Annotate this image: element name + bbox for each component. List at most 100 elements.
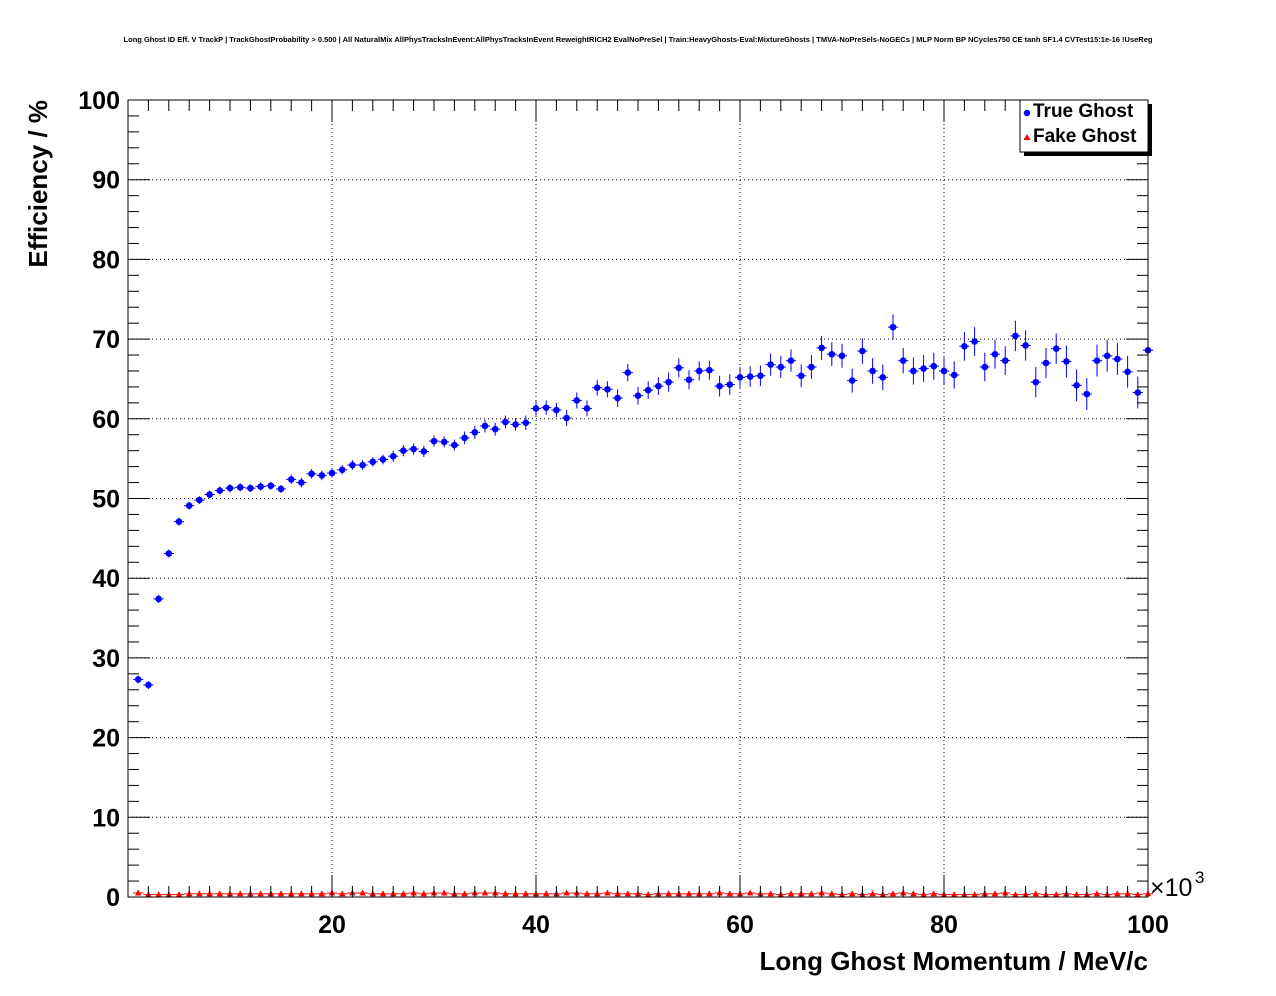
data-point (440, 438, 448, 446)
x-tick-label: 80 (930, 911, 958, 939)
data-point (196, 496, 203, 504)
data-point (359, 461, 366, 469)
data-point (328, 469, 336, 477)
data-point (746, 373, 754, 380)
data-point (349, 461, 356, 469)
data-point (971, 338, 978, 345)
data-point (298, 890, 305, 897)
data-point (787, 890, 795, 897)
data-point (277, 890, 285, 897)
data-point (196, 890, 203, 897)
data-point (971, 891, 978, 898)
data-point (400, 890, 407, 897)
y-tick-label: 10 (92, 804, 120, 832)
data-point (747, 889, 754, 896)
data-point (716, 382, 723, 390)
data-point (491, 425, 499, 433)
data-point (247, 484, 254, 492)
data-point (879, 374, 887, 381)
y-tick-label: 30 (92, 645, 120, 673)
x-tick-label: 100 (1127, 911, 1169, 939)
data-point (869, 890, 876, 897)
data-point (1114, 890, 1121, 897)
data-point (848, 377, 856, 384)
data-point (991, 890, 999, 897)
data-point (175, 518, 183, 525)
data-point (226, 484, 234, 492)
data-point (134, 676, 142, 683)
data-point (359, 889, 366, 896)
data-point (961, 342, 968, 350)
data-point (369, 458, 377, 466)
data-point (420, 890, 427, 897)
data-point (1103, 352, 1111, 360)
y-tick-label: 100 (78, 87, 120, 115)
data-point (1042, 359, 1050, 367)
data-point (512, 421, 519, 428)
data-point (338, 466, 346, 474)
data-point (1032, 378, 1040, 386)
data-point (991, 350, 999, 358)
y-tick-label: 60 (92, 406, 120, 434)
data-point (308, 470, 315, 478)
data-point (298, 479, 305, 486)
x-axis-title: Long Ghost Momentum / MeV/c (759, 946, 1148, 976)
data-point (216, 487, 224, 494)
data-point (777, 363, 785, 371)
data-point (910, 367, 917, 375)
y-tick-label: 90 (92, 167, 120, 195)
data-point (1063, 358, 1070, 365)
data-point (838, 352, 846, 360)
data-point (604, 889, 611, 896)
data-point (1093, 890, 1101, 897)
data-point (685, 890, 693, 897)
y-axis-title: Efficiency / % (23, 100, 53, 268)
data-point (624, 890, 631, 897)
data-point (339, 890, 346, 897)
legend-label-fake-ghost: Fake Ghost (1033, 126, 1137, 147)
data-point (828, 890, 835, 897)
data-point (451, 441, 458, 449)
legend-label-true-ghost: True Ghost (1033, 101, 1134, 122)
legend-box (1019, 99, 1149, 153)
data-point (318, 472, 326, 479)
data-point (818, 344, 825, 352)
data-point (1053, 891, 1060, 898)
data-point (389, 452, 397, 460)
data-point (573, 397, 581, 404)
x-tick-label: 20 (318, 911, 346, 939)
data-point (1022, 342, 1029, 349)
data-point (522, 890, 529, 897)
data-point (522, 419, 530, 427)
data-point (644, 386, 652, 394)
data-point (461, 890, 468, 897)
data-point (645, 891, 652, 898)
data-point (400, 447, 407, 454)
data-point (604, 386, 611, 393)
data-point (1134, 389, 1142, 396)
data-point (808, 363, 815, 371)
data-point (940, 367, 948, 375)
y-tick-label: 80 (92, 246, 120, 274)
data-point (859, 347, 866, 355)
data-point (634, 392, 642, 399)
data-point (145, 681, 152, 689)
data-point (899, 357, 907, 364)
data-point (849, 890, 856, 897)
chart-title: Long Ghost ID Eff. V TrackP | TrackGhost… (124, 35, 1153, 44)
data-point (237, 890, 244, 897)
axes: 0 10 20 30 40 50 60 70 80 90 100 20 40 60 80 100 (78, 87, 1169, 939)
data-point (502, 890, 509, 897)
data-point (257, 483, 264, 490)
y-tick-label: 50 (92, 486, 120, 514)
data-point (410, 445, 417, 453)
y-tick-label: 40 (92, 565, 120, 593)
data-point (1073, 891, 1080, 898)
data-point (236, 484, 244, 491)
data-point (593, 384, 601, 392)
data-point (135, 889, 142, 896)
data-point (736, 374, 744, 381)
data-point (1052, 345, 1060, 352)
data-point (889, 890, 897, 897)
data-point (910, 890, 917, 897)
